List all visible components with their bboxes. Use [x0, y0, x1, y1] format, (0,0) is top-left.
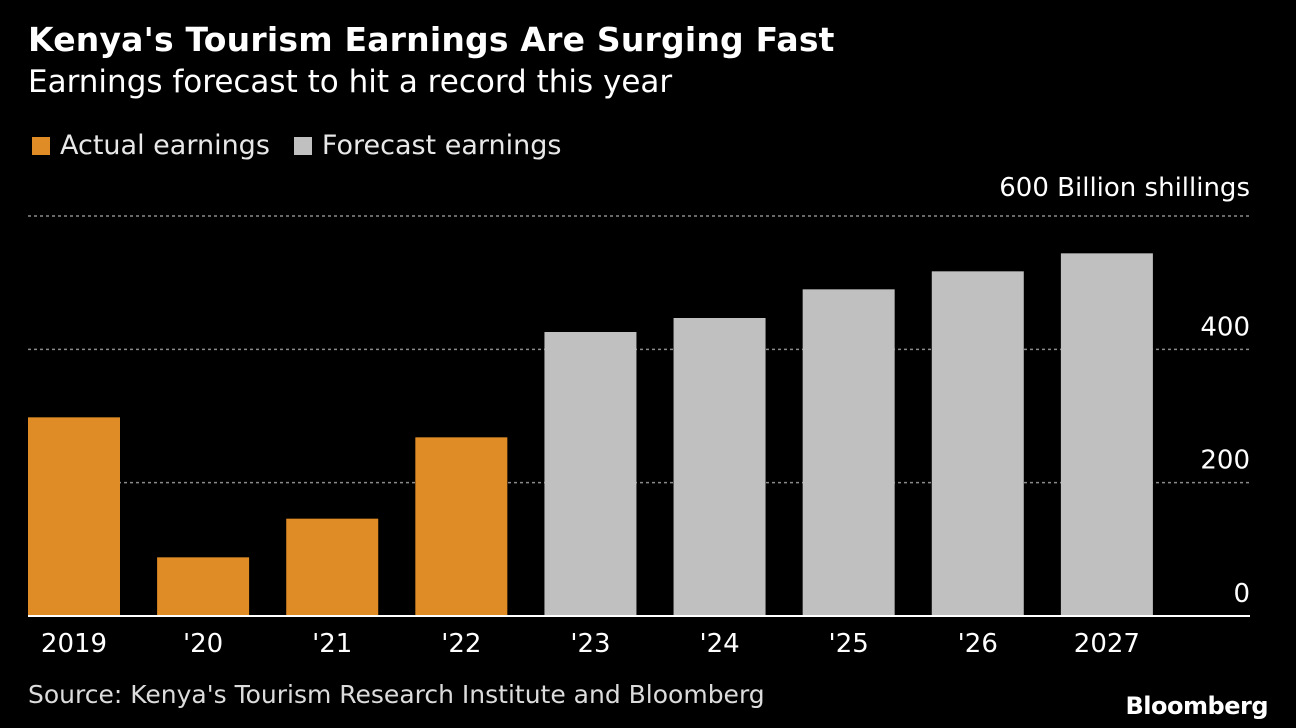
- legend-swatch-actual: [32, 136, 50, 155]
- x-tick-label-8: 2027: [1074, 629, 1140, 659]
- x-tick-label-6: '25: [829, 629, 869, 659]
- x-tick-label-0: 2019: [41, 629, 107, 659]
- bar-actual-1: [157, 557, 250, 616]
- y-unit-label: 600 Billion shillings: [999, 173, 1250, 203]
- x-tick-label-1: '20: [183, 629, 223, 659]
- bloomberg-logo: Bloomberg: [1125, 692, 1269, 720]
- x-tick-label-3: '22: [441, 629, 481, 659]
- y-tick-label-0: 0: [1233, 579, 1250, 609]
- legend-label-forecast: Forecast earnings: [321, 130, 562, 161]
- bar-actual-3: [415, 437, 508, 616]
- y-tick-label-400: 400: [1200, 312, 1250, 342]
- legend: Actual earnings Forecast earnings: [32, 130, 585, 161]
- bar-forecast-7: [931, 271, 1024, 616]
- x-tick-label-4: '23: [570, 629, 610, 659]
- legend-item-forecast: Forecast earnings: [293, 130, 562, 161]
- x-tick-label-2: '21: [312, 629, 352, 659]
- source-note: Source: Kenya's Tourism Research Institu…: [28, 680, 765, 709]
- bar-actual-0: [28, 417, 120, 616]
- legend-label-actual: Actual earnings: [60, 130, 270, 161]
- bar-forecast-6: [802, 289, 895, 616]
- x-tick-label-7: '26: [958, 629, 998, 659]
- x-tick-label-5: '24: [699, 629, 739, 659]
- legend-swatch-forecast: [293, 136, 312, 155]
- chart-title: Kenya's Tourism Earnings Are Surging Fas…: [28, 20, 835, 59]
- bar-forecast-8: [1060, 253, 1153, 617]
- legend-item-actual: Actual earnings: [32, 130, 270, 161]
- bar-forecast-4: [544, 332, 637, 616]
- bar-forecast-5: [673, 318, 766, 616]
- bar-actual-2: [286, 518, 379, 616]
- y-tick-label-200: 200: [1200, 446, 1250, 476]
- chart-subtitle: Earnings forecast to hit a record this y…: [28, 64, 673, 100]
